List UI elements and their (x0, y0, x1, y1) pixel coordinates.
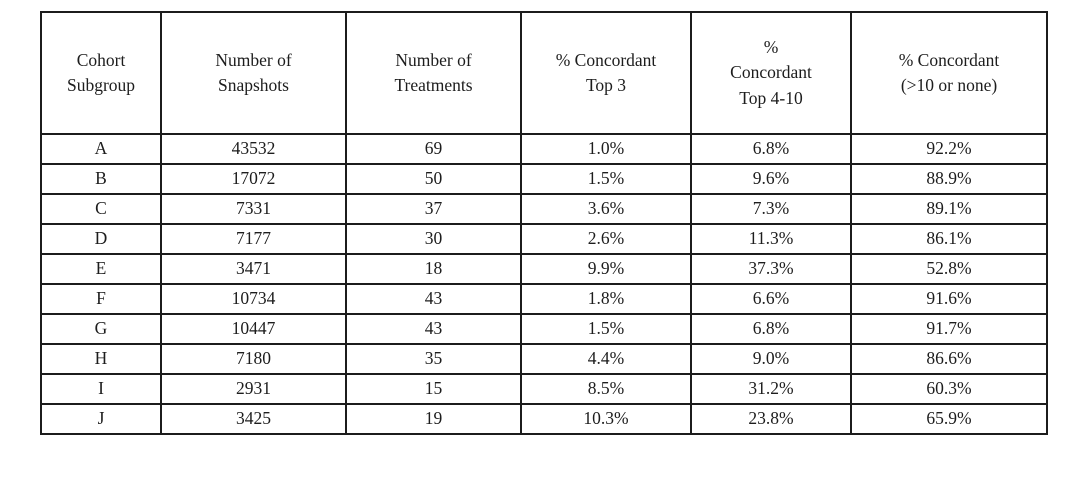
cell-G-pct-concordant-top3: 1.5% (520, 313, 692, 345)
cell-J-pct-concordant-top4-10: 23.8% (690, 403, 852, 435)
cell-B-pct-concordant-top4-10: 9.6% (690, 163, 852, 195)
cell-A-number-of-snapshots: 43532 (160, 133, 347, 165)
table-row-D: D 7177 30 2.6% 11.3% 86.1% (40, 223, 1048, 255)
cell-I-pct-concordant-top3: 8.5% (520, 373, 692, 405)
table-row-I: I 2931 15 8.5% 31.2% 60.3% (40, 373, 1048, 405)
cell-F-pct-concordant-top4-10: 6.6% (690, 283, 852, 315)
column-header-cohort-subgroup: Cohort Subgroup (40, 11, 162, 135)
cell-F-cohort-subgroup: F (40, 283, 162, 315)
cell-J-number-of-snapshots: 3425 (160, 403, 347, 435)
cell-H-pct-concordant-top4-10: 9.0% (690, 343, 852, 375)
cell-F-pct-concordant-top3: 1.8% (520, 283, 692, 315)
cell-D-number-of-snapshots: 7177 (160, 223, 347, 255)
cell-E-number-of-treatments: 18 (345, 253, 522, 285)
cell-G-pct-concordant-top4-10: 6.8% (690, 313, 852, 345)
table-row-F: F 10734 43 1.8% 6.6% 91.6% (40, 283, 1048, 315)
cell-A-pct-concordant-gt10: 92.2% (850, 133, 1048, 165)
column-header-pct-concordant-gt10: % Concordant (>10 or none) (850, 11, 1048, 135)
cell-I-pct-concordant-gt10: 60.3% (850, 373, 1048, 405)
cell-B-pct-concordant-gt10: 88.9% (850, 163, 1048, 195)
cell-D-number-of-treatments: 30 (345, 223, 522, 255)
cell-E-pct-concordant-top4-10: 37.3% (690, 253, 852, 285)
table-row-B: B 17072 50 1.5% 9.6% 88.9% (40, 163, 1048, 195)
cell-D-pct-concordant-gt10: 86.1% (850, 223, 1048, 255)
cell-F-number-of-treatments: 43 (345, 283, 522, 315)
cell-B-number-of-snapshots: 17072 (160, 163, 347, 195)
cell-D-cohort-subgroup: D (40, 223, 162, 255)
cell-C-number-of-treatments: 37 (345, 193, 522, 225)
cell-I-pct-concordant-top4-10: 31.2% (690, 373, 852, 405)
table-row-J: J 3425 19 10.3% 23.8% 65.9% (40, 403, 1048, 435)
cell-J-cohort-subgroup: J (40, 403, 162, 435)
cell-C-number-of-snapshots: 7331 (160, 193, 347, 225)
cell-A-pct-concordant-top3: 1.0% (520, 133, 692, 165)
cell-G-number-of-snapshots: 10447 (160, 313, 347, 345)
cell-D-pct-concordant-top3: 2.6% (520, 223, 692, 255)
cell-C-pct-concordant-top4-10: 7.3% (690, 193, 852, 225)
column-header-pct-concordant-top3: % Concordant Top 3 (520, 11, 692, 135)
cell-C-cohort-subgroup: C (40, 193, 162, 225)
table-body: A 43532 69 1.0% 6.8% 92.2% B 17072 50 1.5% 9.6% 88.… (40, 133, 1048, 435)
cell-J-number-of-treatments: 19 (345, 403, 522, 435)
column-header-pct-concordant-top4-10: % Concordant Top 4-10 (690, 11, 852, 135)
cell-F-pct-concordant-gt10: 91.6% (850, 283, 1048, 315)
cell-E-number-of-snapshots: 3471 (160, 253, 347, 285)
table-row-C: C 7331 37 3.6% 7.3% 89.1% (40, 193, 1048, 225)
cell-I-number-of-snapshots: 2931 (160, 373, 347, 405)
table-container: Cohort Subgroup Number of Snapshots Number… (40, 11, 1048, 435)
cell-B-number-of-treatments: 50 (345, 163, 522, 195)
cell-H-pct-concordant-gt10: 86.6% (850, 343, 1048, 375)
table-row-G: G 10447 43 1.5% 6.8% 91.7% (40, 313, 1048, 345)
table-row-A: A 43532 69 1.0% 6.8% 92.2% (40, 133, 1048, 165)
cell-I-cohort-subgroup: I (40, 373, 162, 405)
cell-B-pct-concordant-top3: 1.5% (520, 163, 692, 195)
cell-F-number-of-snapshots: 10734 (160, 283, 347, 315)
cell-G-pct-concordant-gt10: 91.7% (850, 313, 1048, 345)
cell-E-pct-concordant-gt10: 52.8% (850, 253, 1048, 285)
cell-B-cohort-subgroup: B (40, 163, 162, 195)
column-header-number-of-treatments: Number of Treatments (345, 11, 522, 135)
table-row-E: E 3471 18 9.9% 37.3% 52.8% (40, 253, 1048, 285)
cell-A-number-of-treatments: 69 (345, 133, 522, 165)
cell-C-pct-concordant-top3: 3.6% (520, 193, 692, 225)
cell-G-cohort-subgroup: G (40, 313, 162, 345)
cell-J-pct-concordant-top3: 10.3% (520, 403, 692, 435)
cell-A-cohort-subgroup: A (40, 133, 162, 165)
cell-H-pct-concordant-top3: 4.4% (520, 343, 692, 375)
cell-H-number-of-snapshots: 7180 (160, 343, 347, 375)
cell-E-cohort-subgroup: E (40, 253, 162, 285)
cell-A-pct-concordant-top4-10: 6.8% (690, 133, 852, 165)
cell-C-pct-concordant-gt10: 89.1% (850, 193, 1048, 225)
table-row-H: H 7180 35 4.4% 9.0% 86.6% (40, 343, 1048, 375)
cell-I-number-of-treatments: 15 (345, 373, 522, 405)
cohort-concordance-table: Cohort Subgroup Number of Snapshots Number… (40, 11, 1048, 435)
column-header-number-of-snapshots: Number of Snapshots (160, 11, 347, 135)
cell-E-pct-concordant-top3: 9.9% (520, 253, 692, 285)
cell-J-pct-concordant-gt10: 65.9% (850, 403, 1048, 435)
table-header: Cohort Subgroup Number of Snapshots Number… (40, 11, 1048, 135)
cell-H-cohort-subgroup: H (40, 343, 162, 375)
header-row: Cohort Subgroup Number of Snapshots Number… (40, 11, 1048, 135)
cell-H-number-of-treatments: 35 (345, 343, 522, 375)
cell-D-pct-concordant-top4-10: 11.3% (690, 223, 852, 255)
cell-G-number-of-treatments: 43 (345, 313, 522, 345)
